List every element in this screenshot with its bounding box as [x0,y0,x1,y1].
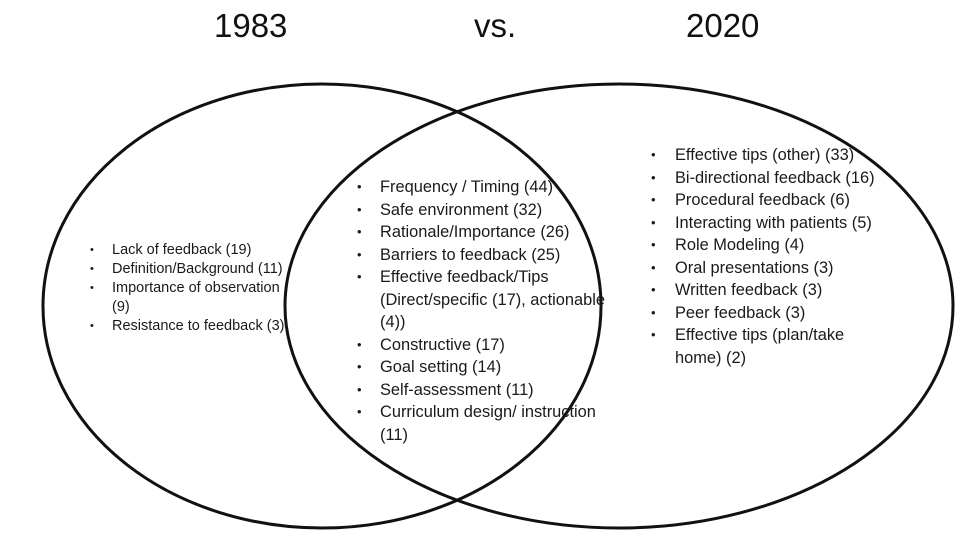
list-item-text: Effective tips (plan/take home) (2) [675,326,845,367]
bullet-icon: • [651,327,656,342]
bullet-icon: • [651,259,656,275]
bullet-icon: • [357,179,362,194]
list-item-2020: • Effective tips (other) (33) [651,144,875,167]
list-item-text: Rationale/Importance (26) [380,223,570,241]
list-item-text: Resistance to feedback (3) [112,318,285,334]
bullet-icon: • [90,320,94,332]
list-item-overlap: • Curriculum design/ instruction (11) [357,401,620,446]
list-item-text: Curriculum design/ instruction (11) [380,403,596,444]
list-item-text: Barriers to feedback (25) [380,245,561,264]
list-item-2020: • Oral presentations (3) [651,257,875,280]
list-item-overlap: • Goal setting (14) [357,356,620,379]
list-item-text: Importance of observation (9) [112,280,280,315]
bullet-icon: • [357,336,362,352]
list-item-1983: • Resistance to feedback (3) [90,317,294,336]
list-item-overlap: • Constructive (17) [357,334,620,357]
list-overlap: • Frequency / Timing (44) • Safe environmen… [357,176,620,446]
circle-2020 [283,82,955,530]
list-item-overlap: • Effective feedback/Tips (Direct/specifi… [357,266,620,334]
bullet-icon: • [357,201,362,217]
list-item-text: Self-assessment (11) [380,380,534,399]
list-item-overlap: • Frequency / Timing (44) [357,176,620,199]
list-item-text: Effective feedback/Tips (Direct/specific… [380,268,606,331]
bullet-icon: • [357,381,362,397]
list-item-2020: • Peer feedback (3) [651,302,875,325]
list-item-2020: • Written feedback (3) [651,279,875,302]
bullet-icon: • [651,237,656,252]
list-item-text: Oral presentations (3) [675,258,834,277]
list-item-text: Constructive (17) [380,335,505,354]
list-item-overlap: • Barriers to feedback (25) [357,244,620,267]
list-item-text: Lack of feedback (19) [112,242,252,258]
bullet-icon: • [357,224,362,239]
list-item-overlap: • Rationale/Importance (26) [357,221,620,244]
list-item-text: Written feedback (3) [675,281,823,299]
list-item-2020: • Effective tips (plan/take home) (2) [651,324,875,369]
bullet-icon: • [651,304,656,320]
bullet-icon: • [357,404,362,419]
bullet-icon: • [651,192,656,207]
list-item-text: Safe environment (32) [380,200,543,219]
list-item-2020: • Interacting with patients (5) [651,212,875,235]
list-item-text: Frequency / Timing (44) [380,178,554,196]
bullet-icon: • [357,269,362,284]
bullet-icon: • [90,244,94,256]
bullet-icon: • [90,263,94,275]
list-item-text: Effective tips (other) (33) [675,146,855,164]
bullet-icon: • [651,169,656,185]
list-item-1983: • Definition/Background (11) [90,260,294,279]
list-item-text: Procedural feedback (6) [675,191,850,209]
list-item-1983: • Importance of observation (9) [90,279,294,317]
bullet-icon: • [90,282,94,294]
list-item-1983: • Lack of feedback (19) [90,241,294,260]
list-item-overlap: • Safe environment (32) [357,199,620,222]
bullet-icon: • [651,282,656,297]
list-1983-only: • Lack of feedback (19) • Definition/Backgr… [90,241,294,336]
list-item-overlap: • Self-assessment (11) [357,379,620,402]
bullet-icon: • [651,214,656,230]
list-item-2020: • Bi-directional feedback (16) [651,167,875,190]
list-item-text: Definition/Background (11) [112,261,283,277]
circle-1983 [41,82,603,530]
list-item-text: Bi-directional feedback (16) [675,168,875,187]
list-item-2020: • Role Modeling (4) [651,234,875,257]
bullet-icon: • [651,147,656,162]
heading-2020: 2020 [686,7,760,44]
bullet-icon: • [357,359,362,374]
heading-1983: 1983 [214,7,288,44]
bullet-icon: • [357,246,362,262]
list-item-text: Role Modeling (4) [675,236,805,254]
list-2020-only: • Effective tips (other) (33) • Bi-directio… [651,144,875,369]
list-item-text: Peer feedback (3) [675,303,806,322]
heading-vs: vs. [474,7,517,44]
list-item-text: Goal setting (14) [380,358,502,376]
list-item-text: Interacting with patients (5) [675,213,872,232]
list-item-2020: • Procedural feedback (6) [651,189,875,212]
